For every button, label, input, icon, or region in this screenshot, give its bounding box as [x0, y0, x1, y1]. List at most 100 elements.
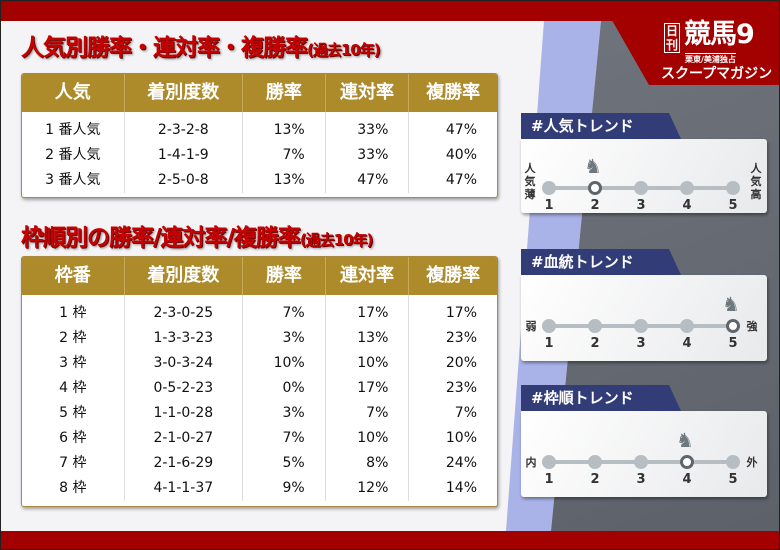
trend-scale-label: 5	[728, 472, 738, 487]
trend-left-label: 人気薄	[524, 162, 536, 201]
table-column: 33% 33% 47%	[326, 112, 410, 193]
table-cell: 2-1-6-29	[153, 455, 214, 471]
trend-scale-label: 4	[682, 336, 692, 351]
table-cell: 3 枠	[59, 355, 87, 371]
popularity-title: 人気別勝率・連対率・複勝率(過去10年)	[21, 35, 381, 64]
table-header: 枠番 着別度数 勝率 連対率 複勝率	[22, 257, 497, 295]
trend-point	[634, 455, 648, 469]
gate-title: 枠順別の勝率/連対率/複勝率(過去10年)	[21, 225, 374, 254]
table-cell: 10%	[445, 430, 477, 446]
table-cell: 24%	[445, 455, 477, 471]
table-cell: 47%	[445, 172, 477, 188]
bottom-bar	[1, 531, 779, 549]
table-cell: 1-1-0-28	[153, 405, 214, 421]
trend-point	[680, 319, 694, 333]
table-cell: 17%	[357, 305, 389, 321]
table-cell: 5 枠	[59, 405, 87, 421]
table-cell: 2-3-0-25	[153, 305, 214, 321]
trend-body: 1 2 ♞ 3 4 5 人気薄 人気高	[521, 139, 767, 213]
table-cell: 7 枠	[59, 455, 87, 471]
trend-scale-label: 5	[728, 198, 738, 213]
table-column: 1 枠 2 枠 3 枠 4 枠 5 枠 6 枠 7 枠 8 枠	[22, 295, 125, 501]
table-cell: 2-5-0-8	[157, 172, 209, 188]
table-cell: 7%	[282, 430, 305, 446]
column-header: 勝率	[243, 257, 326, 295]
column-header: 連対率	[326, 74, 410, 112]
table-cell: 13%	[273, 172, 305, 188]
table-cell: 1 番人気	[45, 122, 101, 138]
table-cell: 2-3-2-8	[157, 122, 209, 138]
table-cell: 7%	[282, 305, 305, 321]
gate-title-suffix: (過去10年)	[299, 231, 374, 249]
table-header: 人気 着別度数 勝率 連対率 複勝率	[22, 74, 497, 112]
trend-point	[542, 181, 556, 195]
table-cell: 40%	[445, 147, 477, 163]
table-cell: 17%	[357, 380, 389, 396]
table-cell: 9%	[282, 480, 305, 496]
table-cell: 17%	[445, 305, 477, 321]
table-column: 2-3-0-25 1-3-3-23 3-0-3-24 0-5-2-23 1-1-0-28…	[125, 295, 244, 501]
table-cell: 2 枠	[59, 330, 87, 346]
trend-point	[634, 319, 648, 333]
trend-point	[542, 319, 556, 333]
top-bar	[1, 1, 779, 21]
table-body: 1 枠 2 枠 3 枠 4 枠 5 枠 6 枠 7 枠 8 枠 2-3-0-25 1-3-3-23…	[22, 295, 497, 501]
table-cell: 23%	[445, 330, 477, 346]
table-cell: 10%	[357, 355, 389, 371]
table-cell: 5%	[282, 455, 305, 471]
trend-scale-label: 3	[636, 198, 646, 213]
trend-scale-label: 5	[728, 336, 738, 351]
table-cell: 10%	[273, 355, 305, 371]
table-body: 1 番人気 2 番人気 3 番人気 2-3-2-8 1-4-1-9 2-5-0-8 13% 7…	[22, 112, 497, 193]
table-cell: 7%	[454, 405, 477, 421]
table-cell: 20%	[445, 355, 477, 371]
horse-head-icon: ♞	[584, 154, 602, 178]
trend-point	[726, 455, 740, 469]
trend-right-label: 外	[746, 456, 758, 469]
table-cell: 2-1-0-27	[153, 430, 214, 446]
table-column: 13% 7% 13%	[243, 112, 326, 193]
table-cell: 3%	[282, 330, 305, 346]
trend-scale-label: 2	[590, 198, 600, 213]
table-cell: 0-5-2-23	[153, 380, 214, 396]
trend-point-selected	[680, 455, 694, 469]
table-cell: 1 枠	[59, 305, 87, 321]
column-header: 枠番	[22, 257, 125, 295]
table-column: 17% 23% 20% 23% 7% 10% 24% 14%	[409, 295, 497, 501]
trend-scale-label: 4	[682, 472, 692, 487]
table-cell: 7%	[366, 405, 389, 421]
table-cell: 33%	[357, 122, 389, 138]
table-cell: 12%	[357, 480, 389, 496]
horse-head-icon: ♞	[722, 292, 740, 316]
logo-main: 競馬9	[684, 19, 755, 50]
table-cell: 7%	[282, 147, 305, 163]
trend-right-label: 人気高	[750, 162, 762, 201]
table-cell: 13%	[357, 330, 389, 346]
table-cell: 33%	[357, 147, 389, 163]
table-cell: 8 枠	[59, 480, 87, 496]
trend-point	[726, 181, 740, 195]
trend-body: 1 2 3 4 ♞ 5 内 外	[521, 411, 767, 497]
table-column: 7% 3% 10% 0% 3% 7% 5% 9%	[243, 295, 326, 501]
logo-nikkan: 日刊	[664, 23, 680, 53]
column-header: 勝率	[243, 74, 326, 112]
trend-point	[634, 181, 648, 195]
table-cell: 23%	[445, 380, 477, 396]
table-column: 47% 40% 47%	[409, 112, 497, 193]
trend-point	[588, 455, 602, 469]
table-cell: 4 枠	[59, 380, 87, 396]
column-header: 人気	[22, 74, 125, 112]
trend-point	[542, 455, 556, 469]
trend-left-label: 内	[525, 456, 537, 469]
table-cell: 13%	[273, 122, 305, 138]
column-header: 着別度数	[125, 257, 244, 295]
trend-point	[680, 181, 694, 195]
trend-title: #人気トレンド	[521, 113, 681, 139]
table-cell: 4-1-1-37	[153, 480, 214, 496]
column-header: 連対率	[326, 257, 410, 295]
trend-scale-label: 3	[636, 336, 646, 351]
gate-title-text: 枠順別の勝率/連対率/複勝率	[21, 225, 301, 251]
popularity-title-text: 人気別勝率・連対率・複勝率	[21, 35, 308, 61]
trend-title: #枠順トレンド	[521, 385, 681, 411]
